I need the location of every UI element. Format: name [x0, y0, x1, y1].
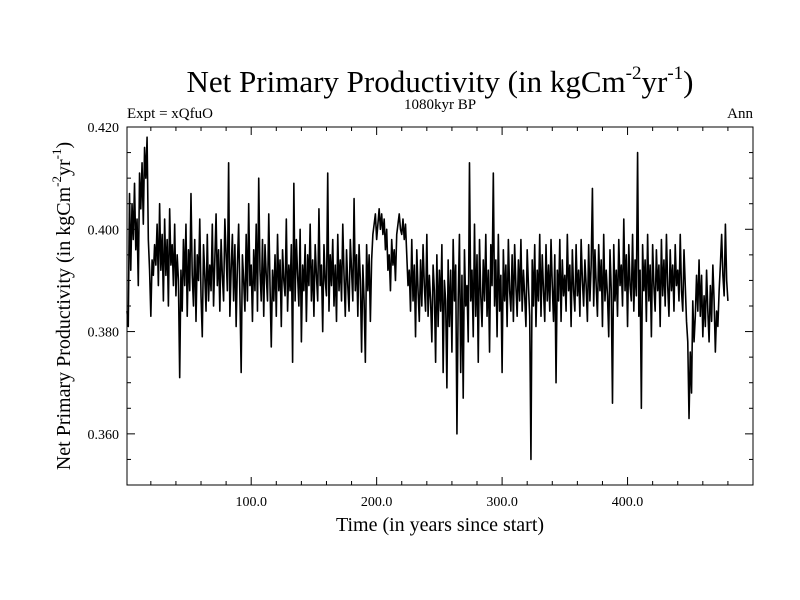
plot-frame [126, 126, 754, 486]
y-tick-label: 0.420 [88, 121, 120, 136]
epoch-label: 1080kyr BP [404, 97, 476, 113]
y-axis-label: Net Primary Productivity (in kgCm-2yr-1) [49, 142, 75, 470]
x-tick-label: 200.0 [361, 495, 393, 510]
season-label: Ann [727, 106, 753, 122]
experiment-label: Expt = xQfuO [127, 106, 213, 122]
series-line-npp [126, 136, 729, 461]
y-tick-label: 0.400 [88, 223, 120, 238]
x-tick-label: 400.0 [612, 495, 644, 510]
x-tick-label: 300.0 [486, 495, 518, 510]
x-axis-label: Time (in years since start) [336, 514, 544, 536]
chart-title: Net Primary Productivity (in kgCm-2yr-1) [187, 63, 694, 99]
x-tick-label: 100.0 [235, 495, 267, 510]
y-tick-label: 0.360 [88, 428, 120, 443]
y-tick-label: 0.380 [88, 326, 120, 341]
